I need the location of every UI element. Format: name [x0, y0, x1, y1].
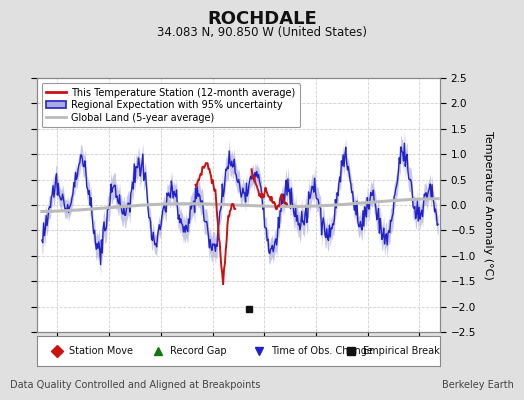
Text: Station Move: Station Move [69, 346, 133, 356]
Text: 34.083 N, 90.850 W (United States): 34.083 N, 90.850 W (United States) [157, 26, 367, 39]
Text: Record Gap: Record Gap [170, 346, 226, 356]
Legend: This Temperature Station (12-month average), Regional Expectation with 95% uncer: This Temperature Station (12-month avera… [41, 83, 300, 128]
Text: Berkeley Earth: Berkeley Earth [442, 380, 514, 390]
Text: Time of Obs. Change: Time of Obs. Change [271, 346, 373, 356]
Text: Data Quality Controlled and Aligned at Breakpoints: Data Quality Controlled and Aligned at B… [10, 380, 261, 390]
Text: Empirical Break: Empirical Break [364, 346, 440, 356]
Text: ROCHDALE: ROCHDALE [207, 10, 317, 28]
Y-axis label: Temperature Anomaly (°C): Temperature Anomaly (°C) [483, 131, 493, 279]
